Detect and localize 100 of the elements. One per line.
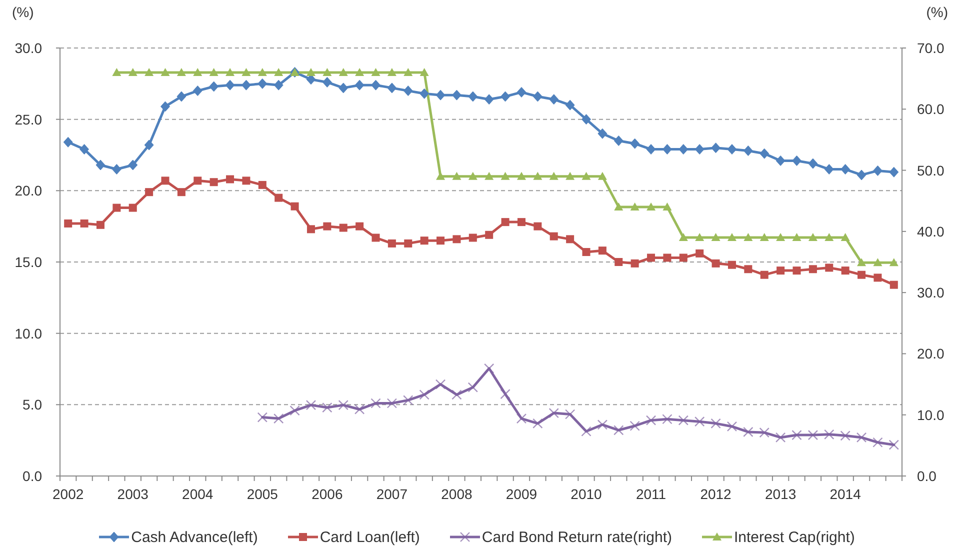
point (338, 82, 348, 94)
point (241, 80, 251, 90)
point (694, 416, 705, 427)
x-tick-label: 2010 (570, 486, 602, 502)
point (744, 233, 753, 242)
point (678, 415, 689, 426)
point (322, 402, 332, 413)
point (290, 202, 299, 210)
legend-label: Cash Advance(left) (131, 528, 258, 546)
y2-tick-label: 30.0 (917, 284, 944, 301)
point (452, 235, 461, 244)
point (500, 91, 510, 102)
point (338, 400, 348, 410)
x-tick-label: 2004 (182, 486, 214, 502)
point (744, 265, 752, 274)
point (760, 270, 768, 279)
point (792, 233, 802, 242)
point (209, 68, 218, 76)
point (436, 90, 446, 100)
point (226, 175, 234, 184)
point (177, 188, 186, 196)
point (128, 160, 138, 170)
point (225, 80, 235, 90)
y-tick-label: 5.0 (22, 396, 42, 413)
point (889, 166, 899, 178)
point (500, 388, 510, 400)
point (128, 68, 138, 76)
point (679, 254, 688, 262)
point (856, 170, 866, 180)
point (323, 222, 332, 230)
point (354, 404, 365, 414)
point (712, 259, 720, 268)
point (273, 413, 284, 424)
point (387, 82, 397, 94)
legend-label: Card Bond Return rate(right) (482, 528, 672, 546)
point (128, 204, 137, 212)
point (96, 160, 106, 170)
y-tick-label: 10.0 (14, 325, 42, 342)
point (210, 178, 218, 186)
point (841, 266, 850, 275)
point (388, 239, 396, 248)
point (565, 100, 575, 110)
point (760, 233, 769, 242)
point (306, 400, 316, 410)
x-tick-label: 2009 (506, 486, 538, 502)
x-tick-label: 2012 (700, 486, 732, 502)
point (274, 68, 284, 76)
point (403, 86, 413, 96)
point (857, 258, 866, 266)
point (193, 68, 202, 76)
point (484, 172, 494, 180)
x-tick-label: 2011 (636, 486, 666, 502)
point (468, 234, 477, 242)
point (160, 101, 170, 112)
point (548, 408, 559, 418)
point (338, 68, 348, 76)
point (858, 270, 866, 279)
point (711, 233, 720, 242)
point (694, 144, 704, 155)
point (257, 412, 268, 422)
point (339, 224, 348, 232)
point (370, 398, 381, 408)
x-tick-label: 2005 (246, 486, 278, 502)
point (386, 398, 398, 408)
point (663, 254, 672, 262)
legend-label: Interest Cap(right) (734, 528, 855, 546)
y-tick-label: 20.0 (14, 182, 42, 199)
point (517, 218, 526, 226)
y-tick-label: 0.0 (22, 468, 42, 484)
point (452, 390, 462, 400)
point (322, 76, 332, 88)
point (630, 420, 640, 431)
point (759, 427, 770, 438)
point (485, 230, 494, 239)
point (711, 142, 721, 154)
point (582, 248, 590, 256)
point (64, 219, 72, 228)
point (112, 204, 121, 212)
point (662, 144, 672, 155)
point (306, 225, 315, 234)
point (710, 418, 721, 429)
point (760, 148, 770, 159)
point (161, 176, 170, 185)
point (888, 440, 900, 450)
y2-tick-label: 20.0 (917, 346, 944, 362)
point (792, 266, 801, 275)
point (532, 91, 542, 102)
x-tick-label: 2002 (52, 486, 84, 502)
point (662, 414, 672, 424)
point (727, 233, 736, 242)
y2-tick-label: 0.0 (917, 468, 937, 484)
point (727, 144, 737, 155)
point (274, 194, 283, 202)
point (420, 68, 429, 76)
point (808, 430, 818, 440)
point (468, 91, 478, 102)
point (420, 236, 428, 245)
point (808, 265, 817, 274)
point (112, 68, 122, 76)
point (808, 158, 818, 169)
